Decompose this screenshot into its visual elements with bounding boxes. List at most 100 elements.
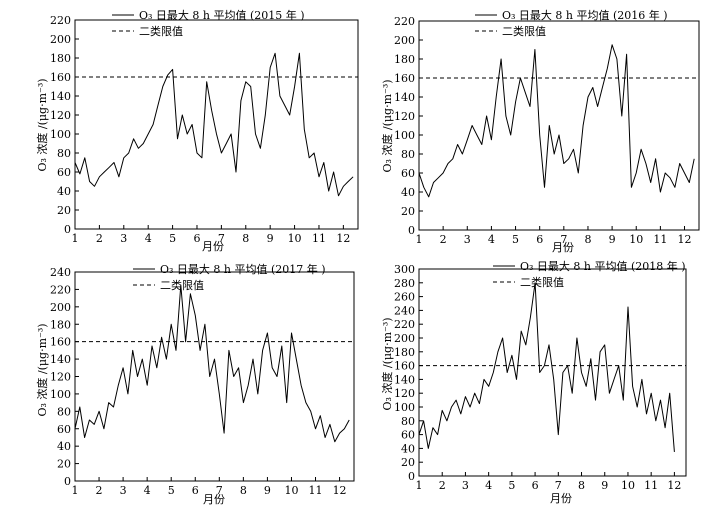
y-axis-label: O₃ 浓度 /(μg·m⁻³) (380, 317, 394, 410)
y-axis-label: O₃ 浓度 /(μg·m⁻³) (380, 79, 394, 172)
x-tick-label: 11 (653, 233, 667, 246)
x-tick-label: 3 (464, 233, 471, 246)
x-tick-label: 2 (96, 484, 103, 497)
y-tick-label: 20 (401, 205, 415, 218)
y-tick-label: 40 (57, 185, 71, 198)
y-tick-label: 240 (50, 266, 71, 279)
series-line (74, 284, 350, 443)
legend-2016: O₃ 日最大 8 h 平均值 (2016 年 ) 二类限值 (475, 8, 668, 38)
y-tick-label: 0 (408, 224, 415, 237)
x-tick-label: 1 (72, 232, 79, 245)
panel-2018: 0204060801001201401601802002202402602803… (380, 259, 687, 505)
x-tick-label: 10 (288, 232, 302, 245)
x-tick-label: 10 (621, 479, 635, 492)
y-tick-label: 80 (401, 415, 415, 428)
x-tick-label: 12 (336, 232, 350, 245)
y-tick-label: 40 (57, 440, 71, 453)
x-tick-label: 2 (96, 232, 103, 245)
x-tick-label: 4 (488, 233, 495, 246)
y-tick-label: 40 (401, 442, 415, 455)
x-tick-label: 9 (264, 484, 271, 497)
x-tick-label: 2 (440, 233, 447, 246)
y-tick-label: 120 (394, 110, 415, 123)
y-tick-label: 220 (394, 15, 415, 28)
x-tick-label: 6 (193, 232, 200, 245)
series-2015 (74, 52, 358, 197)
y-tick-label: 20 (57, 204, 71, 217)
x-tick-label: 10 (629, 233, 643, 246)
x-tick-label: 10 (284, 484, 298, 497)
y-tick-label: 20 (57, 458, 71, 471)
y-tick-label: 140 (50, 90, 71, 103)
y-tick-label: 80 (401, 148, 415, 161)
x-tick-label: 4 (145, 232, 152, 245)
y-tick-label: 180 (394, 53, 415, 66)
legend-threshold-label: 二类限值 (139, 24, 183, 38)
y-tick-label: 180 (50, 52, 71, 65)
x-tick-label: 12 (678, 233, 692, 246)
plot-frame (418, 20, 700, 231)
x-axis-label: 月份 (552, 241, 574, 254)
y-axis-label: O₃ 浓度 /(μg·m⁻³) (35, 323, 49, 416)
x-tick-label: 12 (667, 479, 681, 492)
legend-threshold-label: 二类限值 (520, 275, 564, 289)
x-tick-label: 5 (512, 233, 519, 246)
x-tick-label: 11 (309, 484, 323, 497)
series-2016 (418, 44, 699, 198)
y-tick-label: 140 (394, 373, 415, 386)
series-line (418, 44, 695, 198)
y-tick-label: 200 (50, 33, 71, 46)
y-tick-label: 100 (394, 129, 415, 142)
x-tick-label: 8 (584, 233, 591, 246)
y-tick-label: 120 (50, 109, 71, 122)
x-tick-label: 7 (555, 479, 562, 492)
y-tick-label: 0 (408, 470, 415, 483)
plot-frame (74, 271, 355, 482)
x-tick-label: 9 (601, 479, 608, 492)
x-tick-label: 4 (144, 484, 151, 497)
x-tick-label: 1 (72, 484, 79, 497)
y-tick-label: 160 (50, 336, 71, 349)
legend-2017: O₃ 日最大 8 h 平均值 (2017 年 ) 二类限值 (133, 262, 326, 292)
x-tick-label: 6 (192, 484, 199, 497)
x-tick-label: 7 (216, 484, 223, 497)
legend-2018: O₃ 日最大 8 h 平均值 (2018 年 ) 二类限值 (493, 259, 686, 289)
y-tick-label: 60 (401, 429, 415, 442)
x-tick-label: 5 (508, 479, 515, 492)
y-tick-label: 180 (394, 346, 415, 359)
y-tick-label: 260 (394, 291, 415, 304)
legend-threshold-label: 二类限值 (502, 24, 546, 38)
y-tick-label: 60 (57, 166, 71, 179)
x-tick-label: 5 (168, 484, 175, 497)
y-tick-label: 80 (57, 147, 71, 160)
plot-frame (74, 19, 359, 230)
y-tick-label: 220 (50, 14, 71, 27)
legend-series-label: O₃ 日最大 8 h 平均值 (2015 年 ) (139, 8, 305, 22)
y-tick-label: 140 (50, 353, 71, 366)
x-tick-label: 7 (218, 232, 225, 245)
x-tick-label: 1 (416, 233, 423, 246)
x-axis-label: 月份 (550, 492, 572, 505)
y-tick-label: 100 (50, 388, 71, 401)
y-tick-label: 200 (394, 332, 415, 345)
y-tick-label: 200 (50, 301, 71, 314)
plot-frame (418, 268, 687, 477)
y-tick-label: 160 (394, 72, 415, 85)
x-tick-label: 6 (532, 479, 539, 492)
y-tick-label: 40 (401, 186, 415, 199)
x-tick-label: 5 (169, 232, 176, 245)
y-tick-label: 0 (64, 223, 71, 236)
x-tick-label: 8 (578, 479, 585, 492)
legend-series-label: O₃ 日最大 8 h 平均值 (2018 年 ) (520, 259, 686, 273)
x-tick-label: 8 (242, 232, 249, 245)
x-tick-label: 11 (644, 479, 658, 492)
x-tick-label: 2 (439, 479, 446, 492)
y-tick-label: 60 (401, 167, 415, 180)
